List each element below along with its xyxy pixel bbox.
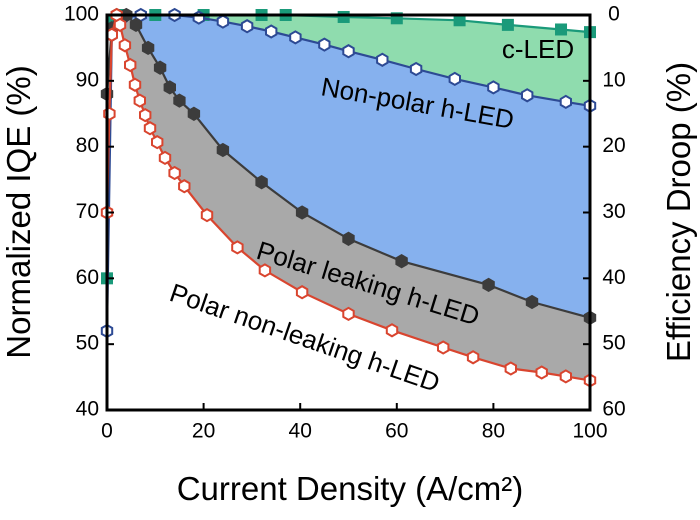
marker [158,150,172,166]
marker [535,365,548,380]
area-fill [107,15,590,331]
y-tick-label: 90 [76,68,99,91]
marker [409,61,423,77]
marker [139,107,152,123]
marker [525,294,539,310]
marker [200,207,214,223]
y-tick-label: 70 [76,200,99,223]
y2-axis-title: Efficiency Droop (%) [660,62,697,362]
area-fill [107,15,590,381]
marker [448,71,461,87]
marker [163,80,176,95]
x-tick-label: 80 [482,420,505,443]
y-axis-title: Normalized IQE (%) [0,65,37,358]
y2-tick-label: 20 [602,134,625,157]
marker [342,306,355,322]
marker [133,93,146,108]
marker [143,121,157,136]
marker [151,134,164,150]
marker [216,142,230,158]
marker [129,17,143,33]
marker [153,60,167,75]
y-tick-label: 50 [76,332,99,355]
y2-tick-label: 50 [602,332,625,355]
marker [178,179,191,194]
marker [255,175,268,190]
x-tick-label: 60 [385,420,408,443]
marker [342,44,355,59]
marker [173,93,186,108]
marker [141,40,155,56]
marker [128,77,142,92]
marker [385,323,399,338]
marker [318,37,331,52]
marker [342,231,355,246]
marker [187,106,201,121]
marker [240,19,254,34]
x-tick-label: 40 [289,420,312,443]
marker [395,254,408,269]
marker [559,369,572,384]
y-tick-label: 100 [64,3,99,26]
marker [555,23,568,36]
marker [113,17,127,33]
marker [192,10,205,25]
y2-tick-label: 30 [602,200,625,223]
marker [295,205,309,220]
marker [124,57,137,73]
marker [295,285,309,300]
area-fill [107,15,590,410]
fills [107,15,590,410]
marker [559,94,572,110]
y2-tick-label: 60 [602,398,625,421]
marker [466,350,480,365]
x-tick-label: 0 [101,420,113,443]
marker [376,52,389,67]
y-tick-label: 40 [76,398,99,421]
marker [504,361,517,376]
marker [118,38,132,53]
area-fill [107,15,590,331]
x-tick-label: 100 [572,420,607,443]
y2-tick-label: 10 [602,68,625,91]
x-axis-title: Current Density (A/cm²) [177,470,524,507]
marker [437,340,450,355]
marker [482,277,495,293]
marker [168,165,181,181]
marker [487,80,500,95]
marker [501,18,514,31]
marker [453,14,466,27]
marker [521,88,534,103]
marker [265,24,278,39]
y2-tick-label: 40 [602,266,625,289]
marker [216,14,230,29]
marker [337,10,350,23]
y2-tick-label: 0 [608,3,620,26]
y-tick-label: 80 [76,134,99,157]
series-label: c-LED [502,34,574,64]
y-tick-label: 60 [76,266,99,289]
x-tick-label: 20 [192,420,215,443]
marker [289,30,302,45]
marker [258,263,272,278]
marker [390,12,403,25]
marker [231,240,244,255]
